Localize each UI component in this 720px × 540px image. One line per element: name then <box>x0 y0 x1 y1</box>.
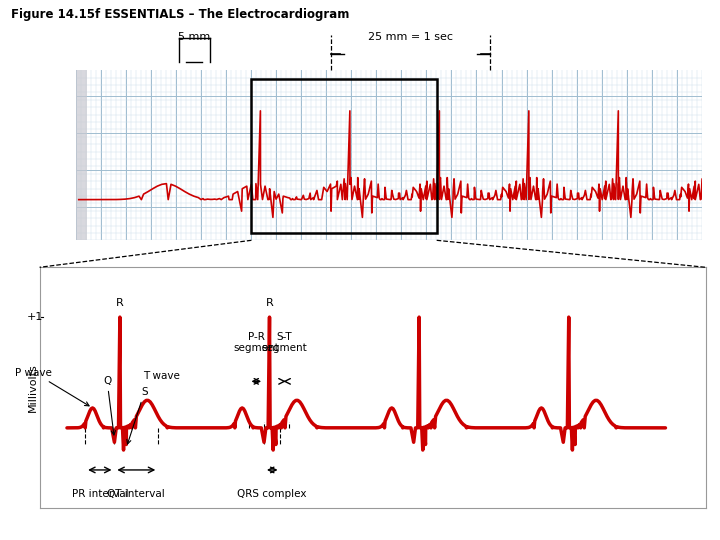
Bar <box>251 79 436 233</box>
Text: PR interval: PR interval <box>71 489 128 499</box>
Text: P wave: P wave <box>16 368 89 406</box>
Text: S-T
segment: S-T segment <box>261 332 307 353</box>
Text: 25 mm = 1 sec: 25 mm = 1 sec <box>368 32 453 43</box>
Text: P-R
segment: P-R segment <box>233 332 279 353</box>
Text: 5 mm: 5 mm <box>179 32 210 43</box>
Text: R: R <box>266 298 274 308</box>
Text: Q: Q <box>103 376 115 435</box>
Text: QRS complex: QRS complex <box>238 489 307 499</box>
Bar <box>76 70 87 240</box>
Y-axis label: Millivolts: Millivolts <box>28 363 38 412</box>
Text: R: R <box>116 298 124 308</box>
Text: Figure 14.15f ESSENTIALS – The Electrocardiogram: Figure 14.15f ESSENTIALS – The Electroca… <box>11 8 349 21</box>
Text: QT interval: QT interval <box>107 489 165 499</box>
Text: T wave: T wave <box>143 372 180 381</box>
Text: S: S <box>127 387 148 444</box>
Text: +1: +1 <box>27 312 43 322</box>
